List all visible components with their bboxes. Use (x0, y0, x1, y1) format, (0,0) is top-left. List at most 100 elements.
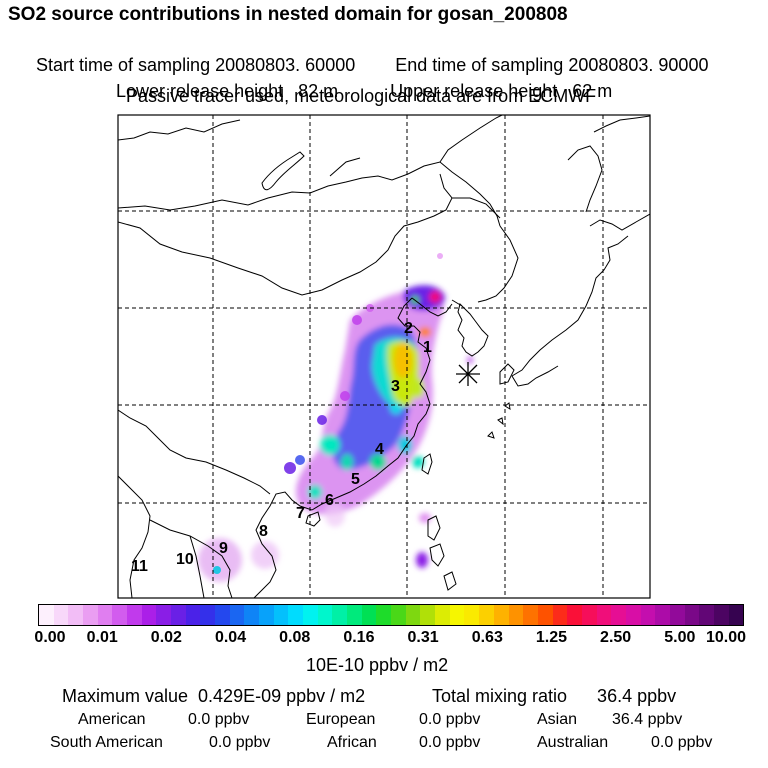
colorbar-cell (39, 605, 54, 625)
colorbar-cell (215, 605, 230, 625)
colorbar-cell (376, 605, 392, 625)
colorbar-cell (493, 605, 509, 625)
colorbar-tick-label: 0.31 (407, 629, 439, 646)
colorbar-cell (347, 605, 362, 625)
colorbar-cell (655, 605, 670, 625)
colorbar-cell (420, 605, 436, 625)
total-mixing-ratio: Total mixing ratio 36.4 ppbv (432, 686, 677, 706)
colorbar-cell (684, 605, 700, 625)
colorbar-cell (361, 605, 377, 625)
colorbar-cell (449, 605, 465, 625)
colorbar-cell (391, 605, 406, 625)
region-name-american: American (78, 711, 146, 728)
colorbar-ticks: 0.00 0.01 0.02 0.04 0.08 0.16 0.31 0.63 1.25 2.50… (0, 629, 768, 651)
colorbar-cell (259, 605, 274, 625)
colorbar-tick-label: 1.25 (535, 629, 568, 646)
colorbar-tick-label: 0.08 (279, 629, 311, 646)
colorbar-cell (303, 605, 318, 625)
upper-release-height: Upper release height 62 m (390, 81, 613, 101)
colorbar-cell (53, 605, 69, 625)
colorbar-cell (669, 605, 685, 625)
map-frame (117, 114, 651, 599)
colorbar-cell (97, 605, 113, 625)
end-time: End time of sampling 20080803. 90000 (395, 55, 709, 75)
colorbar-cell (127, 605, 142, 625)
region-value-european: 0.0 ppbv (419, 711, 481, 728)
region-name-south-american: South American (50, 734, 163, 751)
lat-lon-grid (118, 115, 650, 598)
coastlines (118, 115, 650, 598)
colorbar-cell (273, 605, 289, 625)
colorbar-cell (552, 605, 568, 625)
maximum-value: Maximum value 0.429E-09 ppbv / m2 (62, 686, 366, 706)
colorbar-cell (625, 605, 641, 625)
source-label: 1 (423, 339, 432, 356)
release-heights: Lower release height 82 m Upper release h… (106, 60, 612, 102)
colorbar-cell (332, 605, 348, 625)
region-value-american: 0.0 ppbv (188, 711, 250, 728)
colorbar-cell (596, 605, 612, 625)
source-label: 10 (176, 551, 194, 568)
colorbar-cell (713, 605, 729, 625)
colorbar-cell (83, 605, 98, 625)
colorbar-cell (229, 605, 245, 625)
source-label: 6 (325, 492, 334, 509)
colorbar-tick-label: 0.16 (343, 629, 375, 646)
colorbar-cell (581, 605, 597, 625)
colorbar-cell (171, 605, 186, 625)
region-name-european: European (306, 711, 376, 728)
colorbar-tick-label: 0.63 (471, 629, 503, 646)
colorbar-cell (611, 605, 626, 625)
colorbar-cell (68, 605, 84, 625)
concentration-field (198, 253, 473, 582)
region-value-south-american: 0.0 ppbv (209, 734, 271, 751)
colorbar-cell (200, 605, 216, 625)
source-label: 2 (404, 320, 413, 337)
colorbar-cell (185, 605, 201, 625)
region-name-australian: Australian (537, 734, 609, 751)
colorbar-cell (567, 605, 582, 625)
region-name-african: African (327, 734, 377, 751)
colorbar-cell (141, 605, 157, 625)
colorbar-tick-label: 0.01 (86, 629, 118, 646)
colorbar-cell (728, 605, 744, 625)
region-name-asian: Asian (537, 711, 578, 728)
colorbar-tick-label: 0.04 (214, 629, 247, 646)
source-label: 7 (296, 505, 305, 522)
colorbar-cell (508, 605, 524, 625)
tracer-note: Passive tracer used, meteorological data… (126, 86, 597, 106)
region-value-asian: 36.4 ppbv (612, 711, 683, 728)
source-label: 8 (259, 523, 268, 540)
colorbar (38, 604, 744, 626)
receptor-star-icon (456, 362, 480, 386)
colorbar-cell (112, 605, 128, 625)
region-value-african: 0.0 ppbv (419, 734, 481, 751)
colorbar-tick-label: 0.00 (34, 629, 66, 646)
colorbar-cell (156, 605, 172, 625)
colorbar-cell (523, 605, 538, 625)
colorbar-tick-label: 10.00 (705, 629, 747, 646)
source-label: 9 (219, 540, 228, 557)
colorbar-cell (244, 605, 260, 625)
source-label: 3 (391, 378, 400, 395)
page-title: SO2 source contributions in nested domai… (8, 4, 568, 25)
colorbar-cell (640, 605, 656, 625)
source-label: 5 (351, 471, 360, 488)
colorbar-tick-label: 2.50 (600, 629, 632, 646)
colorbar-cell (405, 605, 421, 625)
start-time: Start time of sampling 20080803. 60000 (36, 55, 356, 75)
source-label: 11 (131, 558, 148, 575)
colorbar-tick-label: 0.02 (150, 629, 182, 646)
colorbar-tick-label: 5.00 (664, 629, 696, 646)
sampling-times: Start time of sampling 20080803. 60000 En… (26, 34, 708, 76)
lower-release-height: Lower release height 82 m (116, 81, 339, 101)
source-label: 4 (375, 441, 384, 458)
colorbar-cell (435, 605, 450, 625)
colorbar-cell (288, 605, 304, 625)
colorbar-units: 10E-10 ppbv / m2 (306, 655, 449, 675)
colorbar-cell (537, 605, 553, 625)
colorbar-cell (699, 605, 714, 625)
colorbar-cell (464, 605, 480, 625)
region-value-australian: 0.0 ppbv (651, 734, 713, 751)
